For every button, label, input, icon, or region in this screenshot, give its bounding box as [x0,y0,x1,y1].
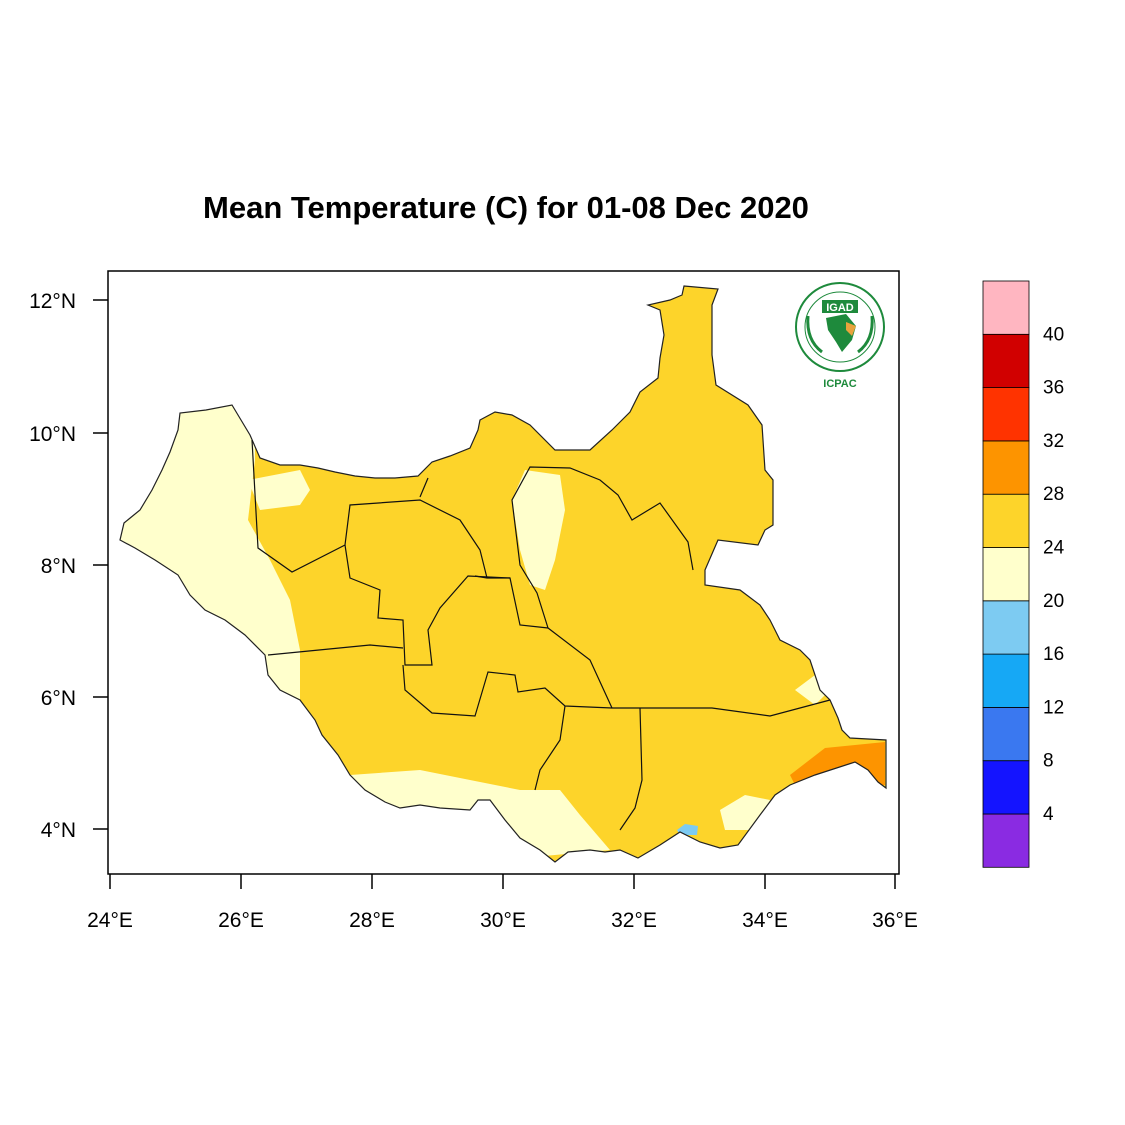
colorbar-label: 32 [1043,431,1064,452]
colorbar: 4 8 12 16 20 24 28 32 36 40 [982,280,1065,868]
lon-tick: 26°E [218,874,264,932]
zone-20-24-nile [512,470,565,590]
lon-axis: 24°E 26°E 28°E 30°E 32°E 34°E 36°E [87,874,918,932]
lat-tick-label: 8°N [41,555,76,578]
lon-tick: 28°E [349,874,395,932]
lon-tick-label: 34°E [742,909,788,932]
lat-tick: 6°N [41,687,108,710]
lat-tick: 10°N [29,423,108,446]
lon-tick-label: 24°E [87,909,133,932]
lon-tick: 24°E [87,874,133,932]
lat-axis: 4°N 6°N 8°N 10°N 12°N [29,290,108,842]
lon-tick-label: 32°E [611,909,657,932]
lon-tick: 34°E [742,874,788,932]
icpac-caption: ICPAC [823,378,856,390]
map-title: Mean Temperature (C) for 01-08 Dec 2020 [203,190,809,225]
zone-20-24-patch [248,470,310,510]
lat-tick: 8°N [41,555,108,578]
lon-tick-label: 26°E [218,909,264,932]
lat-tick: 12°N [29,290,108,313]
colorbar-label: 16 [1043,644,1064,665]
lon-tick: 32°E [611,874,657,932]
colorbar-box [982,813,1030,868]
country-border [119,285,887,863]
zone-16-20 [677,824,698,835]
lon-tick-label: 28°E [349,909,395,932]
colorbar-box [982,440,1030,495]
lat-tick-label: 10°N [29,423,76,446]
lat-tick-label: 12°N [29,290,76,313]
colorbar-label: 40 [1043,324,1064,345]
lat-tick-label: 6°N [41,687,76,710]
lat-tick-label: 4°N [41,819,76,842]
colorbar-label: 4 [1043,804,1054,825]
colorbar-box [982,760,1030,815]
colorbar-label: 20 [1043,591,1064,612]
colorbar-box [982,493,1030,548]
lon-tick: 36°E [872,874,918,932]
igad-badge: IGAD [826,302,854,314]
colorbar-label: 12 [1043,697,1064,718]
colorbar-box [982,600,1030,655]
colorbar-box [982,653,1030,708]
colorbar-box [982,547,1030,602]
lon-tick: 30°E [480,874,526,932]
colorbar-box [982,333,1030,388]
colorbar-box [982,280,1030,335]
state-borders [251,439,831,831]
lon-tick-label: 30°E [480,909,526,932]
colorbar-label: 28 [1043,484,1064,505]
lon-tick-label: 36°E [872,909,918,932]
igad-logo: IGAD ICPAC [795,282,885,390]
lat-tick: 4°N [41,819,108,842]
colorbar-label: 8 [1043,751,1054,772]
colorbar-box [982,387,1030,442]
colorbar-box [982,707,1030,762]
colorbar-label: 36 [1043,378,1064,399]
colorbar-label: 24 [1043,538,1065,559]
